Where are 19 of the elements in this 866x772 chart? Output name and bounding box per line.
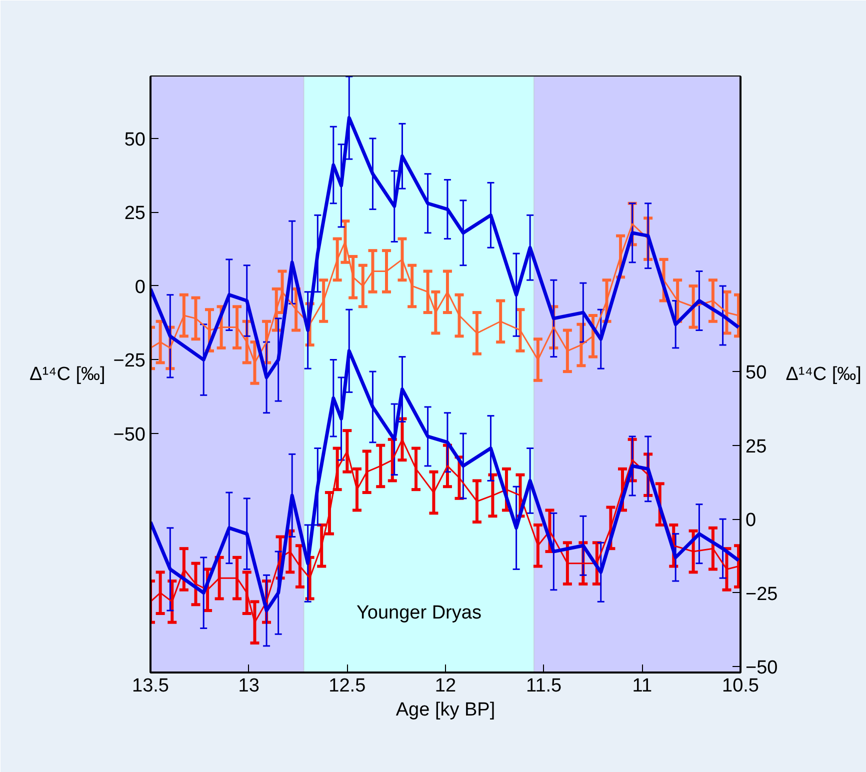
y-axis-title: Δ¹⁴C [‰]	[30, 364, 106, 385]
y2-axis-title: Δ¹⁴C [‰]	[786, 364, 862, 385]
x-tick-label: 11	[632, 676, 652, 696]
x-tick-label: 13	[238, 676, 260, 696]
y-tick-label: −50	[113, 424, 146, 446]
x-axis-title: Age [ky BP]	[396, 700, 496, 720]
y-tick-label: 25	[124, 203, 146, 224]
x-tick-label: 12	[434, 676, 456, 696]
y2-tick-label: 0	[746, 510, 756, 532]
y2-tick-label: −25	[746, 584, 778, 605]
x-tick-label: 12.5	[328, 676, 366, 696]
y-tick-label: 0	[134, 276, 146, 298]
y2-tick-label: 50	[746, 362, 767, 384]
y2-tick-label: 25	[746, 436, 767, 458]
y-tick-label: 50	[124, 129, 146, 150]
x-tick-label: 13.5	[132, 676, 169, 696]
x-tick-label: 11.5	[526, 676, 562, 696]
y-tick-label: −25	[113, 350, 146, 372]
band-label: Younger Dryas	[356, 602, 482, 624]
